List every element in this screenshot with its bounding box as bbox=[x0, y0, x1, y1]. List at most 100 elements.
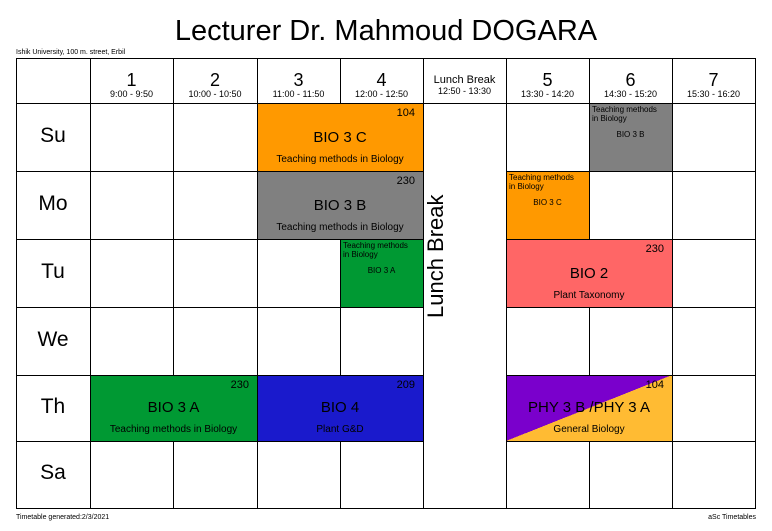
period-time: 11:00 - 11:50 bbox=[272, 89, 325, 99]
grid-line bbox=[16, 58, 756, 59]
grid-line bbox=[16, 239, 423, 240]
grid-line bbox=[90, 58, 91, 509]
grid-line bbox=[16, 307, 423, 308]
period-number: 2 bbox=[209, 70, 220, 90]
subject-name: Teaching methods in Biology bbox=[109, 424, 238, 435]
class-code: BIO 4 bbox=[320, 399, 360, 416]
school-name: Ishik University, 100 m. street, Erbil bbox=[16, 49, 126, 56]
period-header-lunch: Lunch Break 12:50 - 13:30 bbox=[423, 58, 506, 103]
lesson-tu-p4-bio3a[interactable]: Teaching methods in Biology BIO 3 A bbox=[340, 239, 423, 307]
grid-line bbox=[16, 375, 423, 376]
period-time: 15:30 - 16:20 bbox=[686, 89, 741, 99]
grid-line bbox=[16, 103, 756, 104]
room-number: 209 bbox=[396, 379, 415, 391]
grid-line bbox=[506, 375, 756, 376]
period-header-5: 5 13:30 - 14:20 bbox=[506, 58, 589, 103]
room-number: 104 bbox=[645, 379, 664, 391]
class-code: BIO 3 B bbox=[616, 130, 645, 139]
subject-line-2: in Biology bbox=[509, 182, 544, 191]
grid-line bbox=[173, 441, 174, 509]
grid-line bbox=[506, 58, 507, 509]
subject-name: Teaching methods in Biology bbox=[276, 222, 404, 233]
period-header-6: 6 14:30 - 15:20 bbox=[589, 58, 672, 103]
grid-line bbox=[16, 441, 423, 442]
period-number: 6 bbox=[625, 70, 636, 90]
day-label-su: Su bbox=[40, 124, 66, 147]
grid-line bbox=[340, 58, 341, 103]
period-time: 12:50 - 13:30 bbox=[437, 86, 492, 96]
period-header-4: 4 12:00 - 12:50 bbox=[340, 58, 423, 103]
brand-label: aSc Timetables bbox=[708, 514, 756, 521]
period-number: 5 bbox=[542, 70, 553, 90]
day-label-mo: Mo bbox=[38, 192, 68, 215]
grid-line bbox=[589, 441, 590, 509]
grid-line bbox=[589, 307, 590, 375]
grid-line bbox=[506, 239, 756, 240]
room-number: 230 bbox=[230, 379, 249, 391]
period-number: 1 bbox=[126, 70, 137, 90]
subject-line-1: Teaching methods bbox=[509, 173, 574, 182]
lesson-mo-p5-bio3c[interactable]: Teaching methods in Biology BIO 3 C bbox=[506, 171, 589, 239]
grid-line bbox=[16, 508, 756, 509]
class-code: BIO 3 C bbox=[533, 198, 562, 207]
grid-line bbox=[506, 171, 756, 172]
lesson-th-phy[interactable]: 104 PHY 3 B /PHY 3 A General Biology bbox=[506, 375, 672, 441]
period-time: 14:30 - 15:20 bbox=[603, 89, 658, 99]
period-number: 3 bbox=[293, 70, 304, 90]
period-time: 13:30 - 14:20 bbox=[520, 89, 575, 99]
grid-line bbox=[173, 58, 174, 375]
lesson-th-bio3a[interactable]: 230 BIO 3 A Teaching methods in Biology bbox=[90, 375, 257, 441]
subject-name: Plant G&D bbox=[316, 424, 364, 435]
period-time: 10:00 - 10:50 bbox=[188, 89, 242, 99]
period-header-1: 1 9:00 - 9:50 bbox=[90, 58, 173, 103]
grid-line bbox=[589, 58, 590, 239]
lesson-mo-bio3b[interactable]: 230 BIO 3 B Teaching methods in Biology bbox=[257, 171, 423, 239]
day-label-we: We bbox=[37, 328, 69, 351]
grid-line bbox=[16, 171, 423, 172]
day-label-th: Th bbox=[40, 395, 66, 418]
subject-name: Plant Taxonomy bbox=[553, 290, 625, 301]
lesson-th-bio4[interactable]: 209 BIO 4 Plant G&D bbox=[257, 375, 423, 441]
grid-line bbox=[257, 58, 258, 509]
timetable-grid: 104 BIO 3 C Teaching methods in Biology … bbox=[16, 58, 756, 509]
page-title: Lecturer Dr. Mahmoud DOGARA bbox=[174, 15, 598, 47]
subject-line-2: in Biology bbox=[592, 114, 627, 123]
subject-name: Teaching methods in Biology bbox=[276, 154, 404, 165]
grid-line bbox=[16, 58, 17, 509]
lunch-break-label: Lunch Break bbox=[423, 194, 448, 318]
period-number: 7 bbox=[708, 70, 719, 90]
period-number: 4 bbox=[376, 70, 387, 90]
room-number: 230 bbox=[396, 175, 415, 187]
class-code: BIO 3 C bbox=[313, 129, 367, 146]
period-header-2: 2 10:00 - 10:50 bbox=[173, 58, 257, 103]
grid-line bbox=[506, 307, 756, 308]
class-code: BIO 2 bbox=[569, 265, 609, 282]
period-time: 9:00 - 9:50 bbox=[109, 89, 154, 99]
class-code: BIO 3 A bbox=[147, 399, 200, 416]
period-time: 12:00 - 12:50 bbox=[354, 89, 409, 99]
room-number: 230 bbox=[645, 243, 664, 255]
room-number: 104 bbox=[396, 107, 415, 119]
period-header-7: 7 15:30 - 16:20 bbox=[672, 58, 755, 103]
class-code: BIO 3 A bbox=[367, 266, 396, 275]
day-label-sa: Sa bbox=[40, 461, 66, 484]
day-label-tu: Tu bbox=[41, 260, 65, 283]
grid-line bbox=[755, 58, 756, 509]
grid-line bbox=[340, 239, 341, 375]
grid-line bbox=[506, 441, 756, 442]
period-number: Lunch Break bbox=[433, 74, 496, 86]
class-code: PHY 3 B /PHY 3 A bbox=[527, 399, 650, 416]
grid-line bbox=[672, 58, 673, 509]
grid-line bbox=[423, 58, 424, 509]
subject-name: General Biology bbox=[553, 424, 625, 435]
subject-line-1: Teaching methods bbox=[343, 241, 408, 250]
lesson-su-bio3c[interactable]: 104 BIO 3 C Teaching methods in Biology bbox=[257, 103, 423, 171]
subject-line-2: in Biology bbox=[343, 250, 378, 259]
lesson-su-p6-bio3b[interactable]: Teaching methods in Biology BIO 3 B bbox=[589, 103, 672, 171]
class-code: BIO 3 B bbox=[313, 197, 367, 214]
lesson-tu-bio2[interactable]: 230 BIO 2 Plant Taxonomy bbox=[506, 239, 672, 307]
subject-line-1: Teaching methods bbox=[592, 105, 657, 114]
period-header-3: 3 11:00 - 11:50 bbox=[257, 58, 340, 103]
grid-line bbox=[340, 441, 341, 509]
generated-date: Timetable generated:2/3/2021 bbox=[16, 514, 110, 521]
